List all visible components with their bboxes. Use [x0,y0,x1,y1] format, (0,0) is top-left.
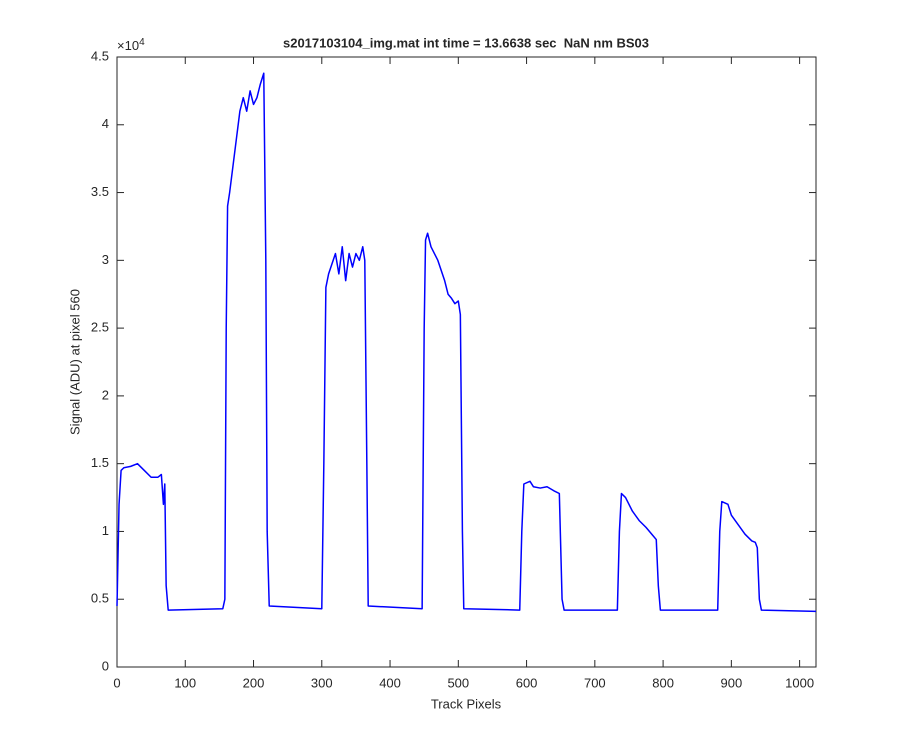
x-tick-label: 800 [652,675,674,690]
x-tick-label: 500 [447,675,469,690]
y-tick-label: 1 [102,523,109,538]
x-tick-label: 100 [174,675,196,690]
y-tick-label: 3.5 [91,184,109,199]
y-tick-label: 4 [102,116,109,131]
x-tick-label: 600 [516,675,538,690]
y-tick-label: 4.5 [91,48,109,63]
y-multiplier-base: ×10 [117,38,139,53]
plot-area [116,56,817,668]
x-tick-label: 400 [379,675,401,690]
chart-title: s2017103104_img.mat int time = 13.6638 s… [283,35,649,50]
y-tick-label: 0.5 [91,591,109,606]
x-tick-label: 300 [311,675,333,690]
y-tick-label: 0 [102,658,109,673]
y-axis-label: Signal (ADU) at pixel 560 [67,289,82,435]
x-tick-label: 1000 [785,675,814,690]
y-tick-label: 2.5 [91,320,109,335]
x-axis-label: Track Pixels [431,696,502,711]
y-multiplier-exponent: 4 [139,37,145,48]
x-tick-label: 700 [584,675,606,690]
x-tick-label: 200 [243,675,265,690]
y-tick-label: 3 [102,252,109,267]
x-tick-label: 900 [721,675,743,690]
x-tick-label: 0 [113,675,120,690]
y-tick-label: 1.5 [91,455,109,470]
data-line [116,72,817,613]
y-tick-label: 2 [102,387,109,402]
y-multiplier: ×104 [117,37,145,54]
